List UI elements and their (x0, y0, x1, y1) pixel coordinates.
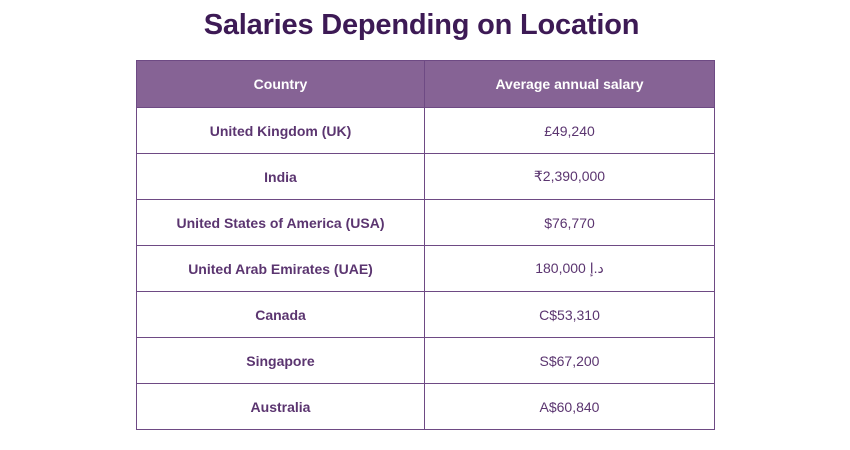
country-cell: Australia (136, 383, 425, 430)
country-cell: United Kingdom (UK) (136, 107, 425, 154)
table-row: Singapore S$67,200 (136, 337, 715, 384)
country-cell: Canada (136, 291, 425, 338)
country-cell: United States of America (USA) (136, 199, 425, 246)
salary-table: Country Average annual salary United Kin… (136, 60, 715, 430)
table-row: Australia A$60,840 (136, 383, 715, 430)
table-row: India ₹2,390,000 (136, 153, 715, 200)
country-cell: India (136, 153, 425, 200)
salary-cell: ₹2,390,000 (424, 153, 715, 200)
table-row: United States of America (USA) $76,770 (136, 199, 715, 246)
page-title: Salaries Depending on Location (203, 9, 640, 41)
salary-cell: S$67,200 (424, 337, 715, 384)
column-header-country: Country (136, 60, 425, 108)
table-row: United Arab Emirates (UAE) 180,000 د.إ (136, 245, 715, 292)
salary-cell: £49,240 (424, 107, 715, 154)
salary-cell: C$53,310 (424, 291, 715, 338)
column-header-salary: Average annual salary (424, 60, 715, 108)
country-cell: United Arab Emirates (UAE) (136, 245, 425, 292)
table-header-row: Country Average annual salary (136, 60, 715, 108)
salary-cell: $76,770 (424, 199, 715, 246)
salary-cell: A$60,840 (424, 383, 715, 430)
salary-cell: 180,000 د.إ (424, 245, 715, 292)
country-cell: Singapore (136, 337, 425, 384)
table-row: Canada C$53,310 (136, 291, 715, 338)
table-row: United Kingdom (UK) £49,240 (136, 107, 715, 154)
